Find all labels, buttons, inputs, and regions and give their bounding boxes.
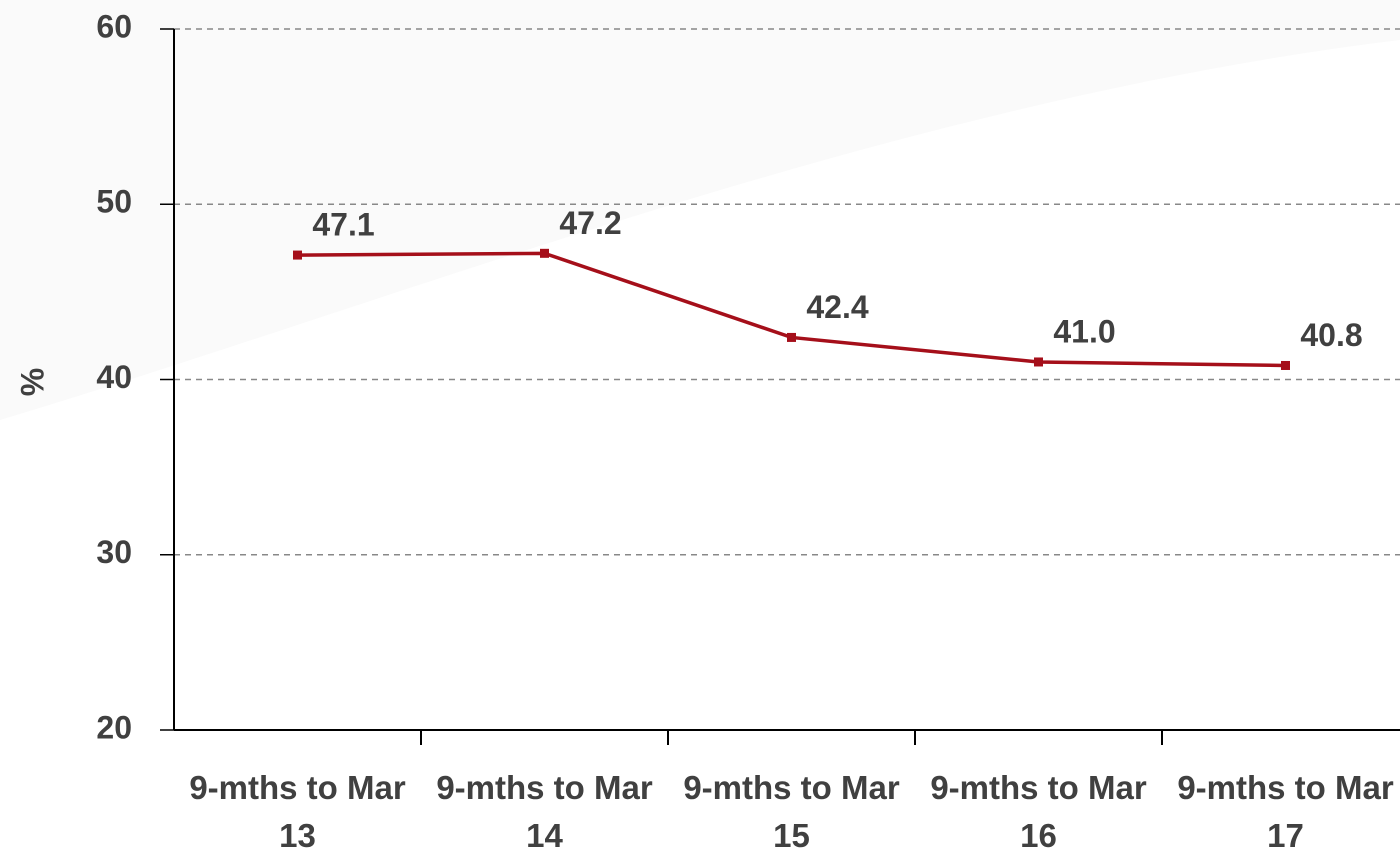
data-label: 47.2 [559,205,621,241]
y-tick-label: 60 [96,8,132,44]
marker [787,333,796,342]
data-label: 40.8 [1300,317,1362,353]
y-tick-label: 20 [96,709,132,745]
marker [540,249,549,258]
x-tick-label: 9-mths to Mar 16 [924,764,1154,860]
y-tick-label: 40 [96,359,132,395]
y-tick-label: 50 [96,184,132,220]
y-axis-label: % [14,368,50,396]
marker [1034,357,1043,366]
data-label: 41.0 [1053,313,1115,349]
data-label: 47.1 [312,207,374,243]
data-label: 42.4 [806,289,868,325]
x-tick-label: 9-mths to Mar 14 [430,764,660,860]
x-tick-label: 9-mths to Mar 15 [677,764,907,860]
x-tick-label: 9-mths to Mar 17 [1171,764,1400,860]
background-swoosh [0,0,1400,420]
y-tick-label: 30 [96,534,132,570]
x-tick-label: 9-mths to Mar 13 [183,764,413,860]
marker [293,251,302,260]
marker [1281,361,1290,370]
